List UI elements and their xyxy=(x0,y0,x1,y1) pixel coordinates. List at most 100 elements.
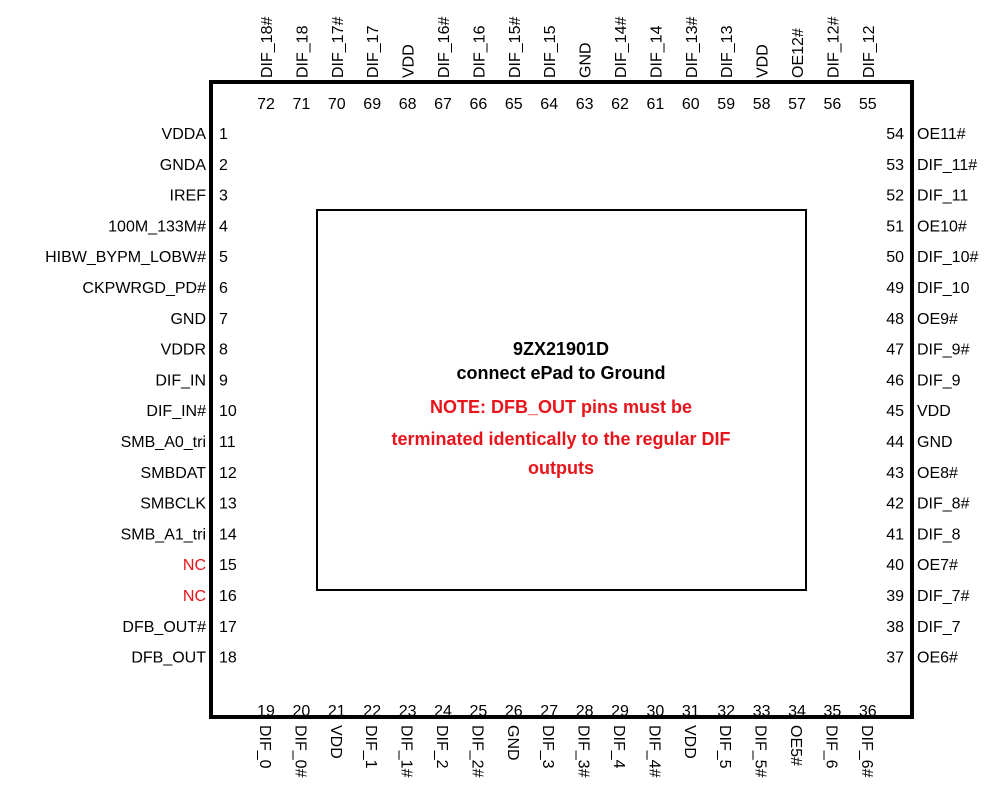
pin-name-bottom: VDD xyxy=(327,725,344,759)
pin-name-left: CKPWRGD_PD# xyxy=(82,280,206,297)
pin-name-left: NC xyxy=(183,557,206,574)
pin-name-bottom: DIF_5 xyxy=(716,725,733,769)
pin-number-bottom: 36 xyxy=(859,703,877,720)
pin-number-left: 9 xyxy=(219,372,228,389)
pin-name-right: DIF_10# xyxy=(917,249,978,266)
pin-number-right: 40 xyxy=(886,557,904,574)
pin-number-bottom: 27 xyxy=(540,703,558,720)
pin-name-right: OE11# xyxy=(917,126,966,143)
pin-number-top: 62 xyxy=(611,96,629,113)
pin-name-left: GNDA xyxy=(160,157,207,174)
pin-name-top: DIF_16# xyxy=(436,17,453,78)
pin-name-left: DFB_OUT xyxy=(131,650,206,667)
pin-number-right: 47 xyxy=(886,342,904,359)
pin-number-left: 6 xyxy=(219,280,228,297)
note-line-1: NOTE: DFB_OUT pins must be xyxy=(430,397,692,417)
pin-number-bottom: 29 xyxy=(611,703,629,720)
pin-number-top: 60 xyxy=(682,96,700,113)
pin-number-top: 67 xyxy=(434,96,452,113)
pin-name-right: GND xyxy=(917,434,953,451)
pin-name-top: DIF_14# xyxy=(613,17,630,78)
pin-name-left: HIBW_BYPM_LOBW# xyxy=(45,249,206,266)
pin-name-left: NC xyxy=(183,588,206,605)
pin-name-bottom: GND xyxy=(504,725,521,761)
pin-name-bottom: DIF_0 xyxy=(256,725,273,769)
pin-number-bottom: 28 xyxy=(576,703,594,720)
bottom-pin-row: 19 DIF_0 20 DIF_0# 21 VDD 22 DIF_1 23 DIF_1# 24 DIF… xyxy=(256,703,877,778)
pin-name-right: VDD xyxy=(917,403,951,420)
pin-number-top: 58 xyxy=(753,96,771,113)
note-line-2: terminated identically to the regular DI… xyxy=(391,429,730,449)
pin-name-bottom: VDD xyxy=(681,725,698,759)
pin-name-right: DIF_7 xyxy=(917,619,961,636)
pin-name-bottom: OE5# xyxy=(787,725,804,766)
pin-name-right: OE7# xyxy=(917,557,958,574)
pin-number-bottom: 24 xyxy=(434,703,452,720)
pin-name-top: DIF_15# xyxy=(507,17,524,78)
pin-number-top: 57 xyxy=(788,96,806,113)
pin-name-bottom: DIF_0# xyxy=(291,725,308,778)
pin-number-top: 55 xyxy=(859,96,877,113)
pin-number-left: 7 xyxy=(219,311,228,328)
pin-number-bottom: 33 xyxy=(753,703,771,720)
pin-number-top: 63 xyxy=(576,96,594,113)
pin-number-left: 5 xyxy=(219,249,228,266)
pin-name-top: VDD xyxy=(755,44,772,78)
pin-number-bottom: 20 xyxy=(293,703,311,720)
pin-name-top: DIF_17 xyxy=(365,25,382,78)
pin-number-right: 37 xyxy=(886,650,904,667)
pin-number-right: 50 xyxy=(886,249,904,266)
pin-number-top: 69 xyxy=(363,96,381,113)
right-pin-column: 54 OE11# 53 DIF_11# 52 DIF_11 51 OE10# 50 DIF_10#… xyxy=(886,126,978,667)
pin-number-right: 41 xyxy=(886,526,904,543)
pin-name-right: DIF_9# xyxy=(917,342,970,359)
pin-name-bottom: DIF_1# xyxy=(398,725,415,778)
pin-number-bottom: 30 xyxy=(647,703,665,720)
pin-name-right: DIF_11# xyxy=(917,157,977,174)
pin-number-left: 14 xyxy=(219,526,237,543)
pin-number-right: 51 xyxy=(886,218,904,235)
pin-name-right: OE10# xyxy=(917,218,967,235)
pin-number-right: 54 xyxy=(886,126,904,143)
pin-name-top: DIF_13 xyxy=(719,25,736,78)
pin-name-left: VDDR xyxy=(161,342,206,359)
pin-number-top: 68 xyxy=(399,96,417,113)
pin-number-right: 39 xyxy=(886,588,904,605)
note-line-3: outputs xyxy=(528,458,594,478)
pin-number-bottom: 34 xyxy=(788,703,806,720)
pin-name-right: OE8# xyxy=(917,465,958,482)
pin-name-bottom: DIF_2 xyxy=(433,725,450,769)
pin-name-left: SMBCLK xyxy=(140,496,206,513)
part-number: 9ZX21901D xyxy=(513,339,609,359)
pin-name-bottom: DIF_4# xyxy=(645,725,662,778)
pin-number-left: 15 xyxy=(219,557,237,574)
pin-number-bottom: 31 xyxy=(682,703,700,720)
pin-name-left: VDDA xyxy=(162,126,207,143)
pin-number-right: 38 xyxy=(886,619,904,636)
pin-name-top: DIF_18# xyxy=(259,17,276,78)
pin-number-left: 16 xyxy=(219,588,237,605)
pin-name-top: DIF_15 xyxy=(542,25,559,78)
pin-number-left: 10 xyxy=(219,403,237,420)
pin-name-right: OE6# xyxy=(917,650,958,667)
pin-name-right: DIF_11 xyxy=(917,188,968,205)
pin-name-right: DIF_7# xyxy=(917,588,970,605)
pin-number-left: 2 xyxy=(219,157,228,174)
pin-name-top: VDD xyxy=(401,44,418,78)
pin-number-right: 44 xyxy=(886,434,904,451)
pin-number-right: 49 xyxy=(886,280,904,297)
pin-name-bottom: DIF_1 xyxy=(362,725,379,769)
epad-instruction: connect ePad to Ground xyxy=(456,363,665,383)
pin-name-top: DIF_18 xyxy=(294,25,311,78)
pin-number-left: 3 xyxy=(219,188,228,205)
pin-number-bottom: 22 xyxy=(363,703,381,720)
pin-name-bottom: DIF_2# xyxy=(468,725,485,778)
pin-name-top: DIF_16 xyxy=(471,25,488,78)
pin-number-top: 59 xyxy=(717,96,735,113)
pin-number-top: 70 xyxy=(328,96,346,113)
pin-number-top: 71 xyxy=(293,96,311,113)
pin-number-left: 11 xyxy=(219,434,236,451)
package-outline xyxy=(209,80,914,719)
pin-number-left: 18 xyxy=(219,650,237,667)
pin-name-bottom: DIF_6# xyxy=(858,725,875,778)
